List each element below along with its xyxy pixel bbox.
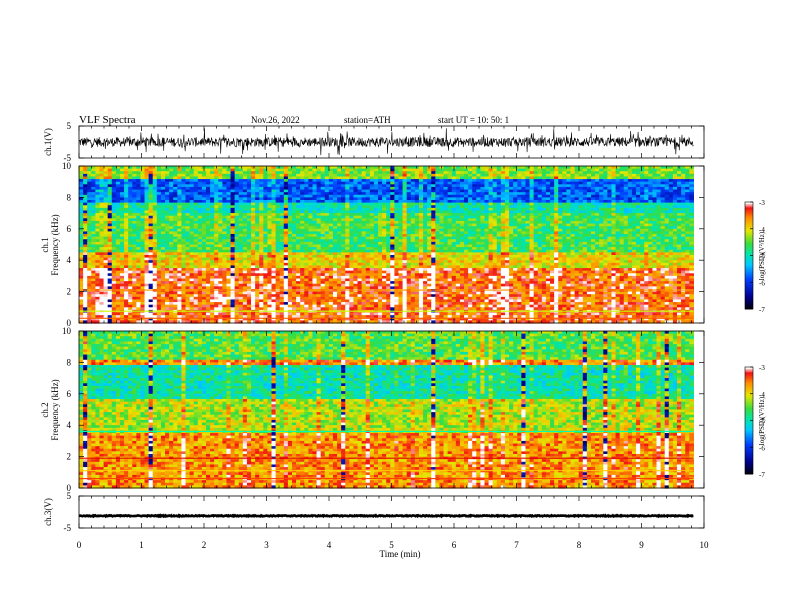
start-ut-label: start UT = 10: 50: 1 [438,115,509,125]
waveform-line [79,128,693,155]
y-tick-label: 5 [67,121,72,131]
ch1-volt-axis-label: ch.1(V) [43,128,53,156]
station-label: station=ATH [344,115,391,125]
ch1-waveform-panel: 5-5 ch.1(V) [43,121,704,163]
date-label: Nov.26, 2022 [251,115,300,125]
ch1-spectrogram-heatmap [79,166,694,324]
ch1-waveform-trace [79,128,693,155]
figure-title: VLF Spectra [79,114,136,126]
